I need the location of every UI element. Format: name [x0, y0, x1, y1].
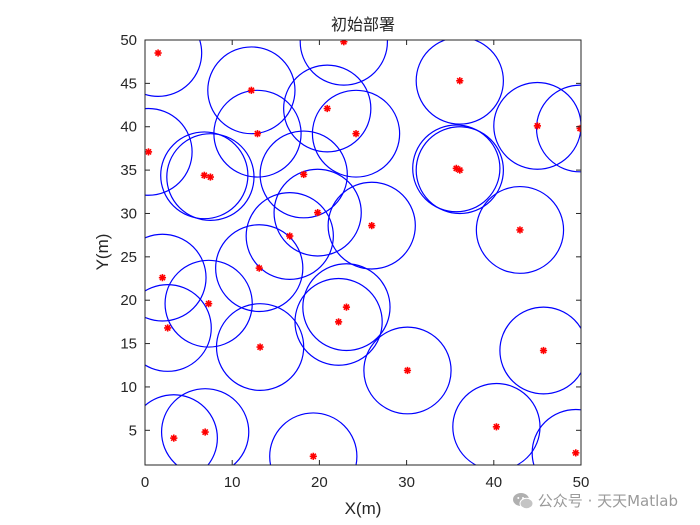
coverage-circle-9 — [535, 84, 581, 173]
axis-ticks: 0 10 20 30 40 50 5 10 15 20 25 30 35 40 45 50 — [120, 32, 589, 491]
coverage-circle-23 — [302, 263, 391, 352]
y-axis-label: Y(m) — [93, 234, 112, 271]
sensor-node-13 — [300, 170, 308, 179]
coverage-circle-32 — [269, 412, 358, 465]
watermark-text: 公众号 · 天天Matlab — [537, 492, 678, 510]
coverage-circle-4 — [283, 64, 372, 153]
coverage-circle-27 — [499, 306, 581, 395]
coverage-circle-6 — [311, 89, 401, 178]
sensor-node-11 — [200, 171, 208, 179]
sensor-node-27 — [539, 346, 548, 355]
coverage-circle-10 — [145, 107, 193, 196]
coverage-circle-2 — [299, 40, 389, 86]
sensor-node-16 — [314, 209, 322, 217]
coverage-circle-14 — [412, 124, 501, 213]
coverage-circle-1 — [145, 40, 203, 97]
y-tick-label: 25 — [120, 249, 137, 266]
sensor-node-21 — [255, 264, 263, 272]
coverage-circle-12 — [166, 133, 255, 222]
coverage-circle-29 — [452, 382, 541, 465]
coverage-circle-31 — [145, 394, 218, 465]
coverage-circle-28 — [363, 326, 452, 415]
sensor-node-33 — [572, 449, 580, 457]
coverage-circle-22 — [164, 259, 253, 348]
x-tick-label: 50 — [573, 474, 590, 491]
coverage-circle-3 — [207, 46, 296, 135]
sensor-node-15 — [456, 166, 464, 174]
x-tick-label: 30 — [398, 474, 415, 491]
plot-area — [145, 40, 581, 465]
coverage-circle-20 — [145, 233, 207, 322]
sensor-node-29 — [492, 423, 501, 431]
coverage-circle-13 — [259, 130, 348, 219]
sensor-node-28 — [403, 366, 412, 375]
sensor-node-31 — [170, 434, 178, 442]
sensor-node-26 — [256, 343, 264, 351]
x-tick-label: 0 — [141, 474, 149, 491]
coverage-circle-21 — [215, 224, 304, 313]
y-tick-label: 40 — [120, 119, 137, 136]
sensor-node-30 — [201, 428, 209, 436]
sensor-node-6 — [352, 130, 360, 138]
y-tick-label: 20 — [120, 292, 137, 309]
coverage-circle-8 — [493, 81, 581, 170]
coverage-circle-30 — [160, 388, 250, 465]
sensor-node-12 — [206, 173, 214, 181]
x-tick-label: 20 — [311, 474, 328, 491]
y-tick-label: 50 — [120, 32, 137, 49]
coverage-circle-16 — [273, 168, 362, 257]
sensor-node-24 — [164, 324, 172, 332]
sensor-node-8 — [533, 122, 541, 130]
coverage-circle-17 — [327, 181, 416, 270]
y-tick-label: 35 — [120, 162, 137, 179]
sensor-node-17 — [368, 222, 376, 230]
sensor-node-25 — [334, 318, 343, 326]
sensor-node-7 — [456, 77, 464, 85]
sensor-node-1 — [154, 49, 162, 57]
watermark: 公众号 · 天天Matlab — [512, 490, 678, 511]
y-tick-label: 10 — [120, 379, 137, 396]
coverage-circles — [145, 40, 581, 465]
sensor-node-20 — [158, 274, 167, 282]
coverage-circle-24 — [145, 284, 212, 372]
coverage-circle-26 — [215, 303, 305, 392]
sensor-node-2 — [340, 40, 348, 46]
sensor-node-18 — [286, 232, 294, 240]
y-tick-label: 5 — [129, 422, 137, 439]
x-axis-label: X(m) — [345, 499, 382, 518]
coverage-circle-19 — [475, 185, 565, 274]
sensor-node-22 — [205, 300, 213, 308]
coverage-circle-33 — [531, 408, 581, 465]
sensor-node-5 — [253, 130, 262, 138]
y-tick-label: 45 — [120, 75, 137, 92]
sensor-node-23 — [342, 303, 351, 311]
y-tick-label: 15 — [120, 336, 137, 353]
sensor-node-10 — [145, 148, 153, 156]
wechat-icon — [512, 492, 534, 509]
sensor-nodes — [145, 40, 581, 460]
coverage-circle-18 — [245, 192, 334, 280]
sensor-node-19 — [516, 226, 524, 234]
y-tick-label: 30 — [120, 205, 137, 222]
sensor-node-4 — [323, 104, 331, 113]
sensor-node-32 — [309, 452, 317, 460]
chart-title: 初始部署 — [331, 15, 395, 34]
x-tick-label: 40 — [485, 474, 502, 491]
sensor-node-3 — [247, 86, 255, 94]
sensor-node-9 — [576, 124, 581, 133]
x-tick-label: 10 — [224, 474, 241, 491]
plot-frame — [144, 39, 582, 466]
coverage-circle-7 — [415, 40, 504, 125]
coverage-circle-15 — [415, 126, 504, 215]
coverage-circle-11 — [160, 131, 249, 220]
